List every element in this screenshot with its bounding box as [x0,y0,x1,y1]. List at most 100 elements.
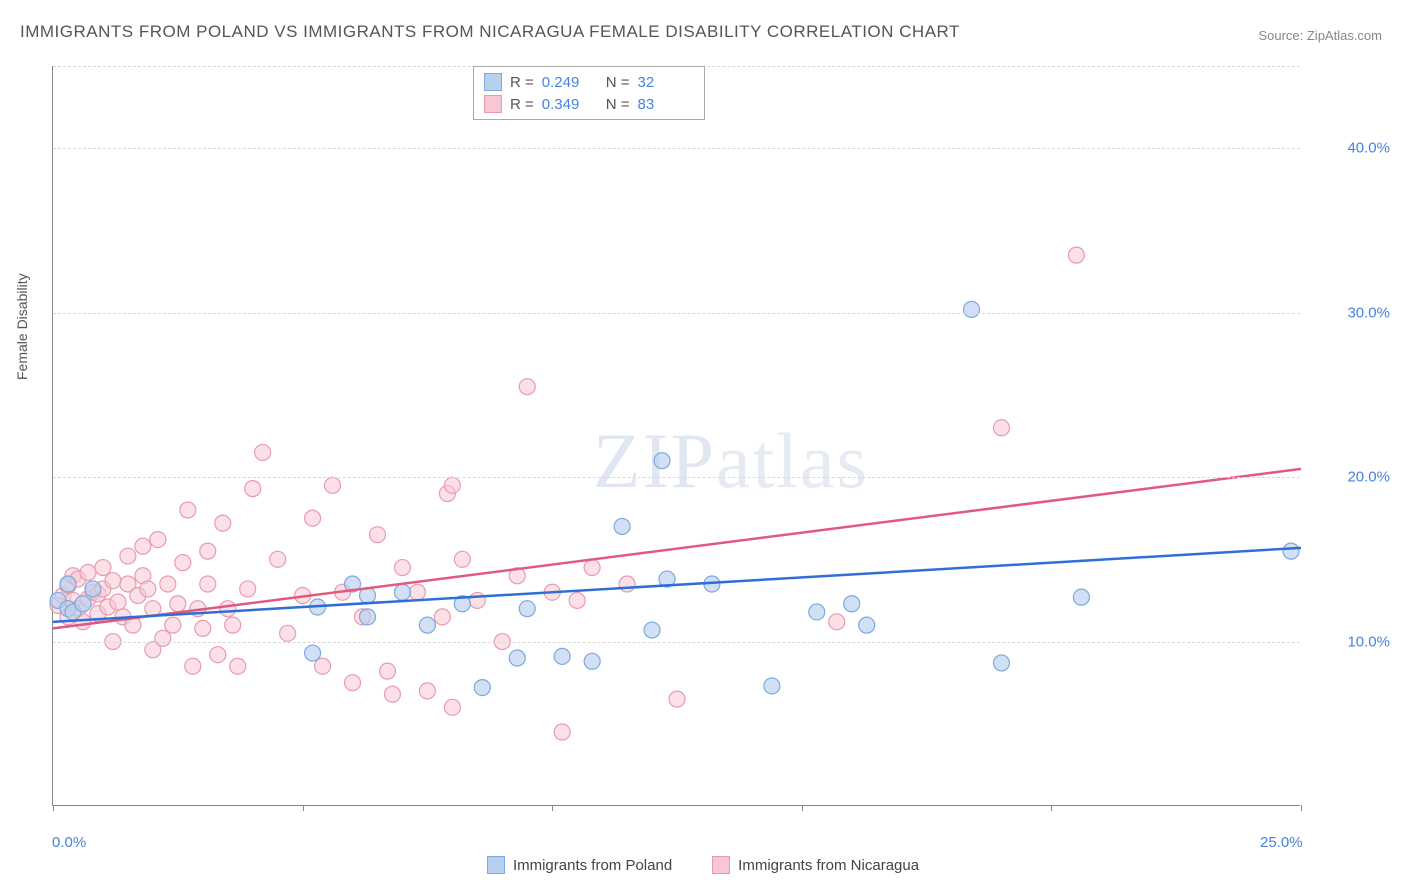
scatter-point-poland [844,596,860,612]
scatter-point-nicaragua [619,576,635,592]
scatter-point-nicaragua [829,614,845,630]
scatter-point-nicaragua [160,576,176,592]
scatter-point-nicaragua [110,594,126,610]
scatter-point-nicaragua [175,555,191,571]
scatter-point-nicaragua [200,543,216,559]
scatter-point-nicaragua [444,699,460,715]
scatter-point-nicaragua [225,617,241,633]
scatter-point-nicaragua [135,538,151,554]
scatter-point-nicaragua [165,617,181,633]
scatter-point-poland [1073,589,1089,605]
scatter-point-nicaragua [255,444,271,460]
scatter-point-nicaragua [80,564,96,580]
scatter-point-nicaragua [140,581,156,597]
scatter-point-nicaragua [155,630,171,646]
scatter-point-nicaragua [1068,247,1084,263]
scatter-point-poland [993,655,1009,671]
scatter-point-nicaragua [315,658,331,674]
scatter-point-poland [305,645,321,661]
gridline [53,477,1300,478]
scatter-point-poland [509,650,525,666]
scatter-point-nicaragua [584,560,600,576]
scatter-point-nicaragua [200,576,216,592]
scatter-point-poland [519,601,535,617]
scatter-point-nicaragua [554,724,570,740]
source-attribution: Source: ZipAtlas.com [1258,28,1382,43]
scatter-point-nicaragua [444,477,460,493]
legend-row-nicaragua: R = 0.349 N = 83 [484,93,694,115]
gridline [53,313,1300,314]
scatter-point-nicaragua [419,683,435,699]
scatter-point-poland [809,604,825,620]
legend-swatch-poland [484,73,502,91]
legend-item-nicaragua: Immigrants from Nicaragua [712,856,919,874]
scatter-point-poland [654,453,670,469]
gridline [53,642,1300,643]
y-tick-label: 20.0% [1347,469,1390,486]
x-tick-label: 0.0% [52,834,86,851]
chart-container: IMMIGRANTS FROM POLAND VS IMMIGRANTS FRO… [0,0,1406,892]
scatter-point-nicaragua [280,625,296,641]
scatter-point-nicaragua [240,581,256,597]
stat-r-label: R = [510,74,534,91]
x-tick-label: 25.0% [1260,834,1303,851]
scatter-point-nicaragua [369,527,385,543]
x-tick [53,805,54,811]
scatter-point-nicaragua [669,691,685,707]
scatter-point-poland [859,617,875,633]
scatter-point-poland [419,617,435,633]
x-tick [1301,805,1302,811]
scatter-point-nicaragua [220,601,236,617]
trend-line-nicaragua [53,469,1301,629]
correlation-legend: R = 0.249 N = 32 R = 0.349 N = 83 [473,66,705,120]
legend-swatch-poland [487,856,505,874]
source-prefix: Source: [1258,28,1306,43]
scatter-point-nicaragua [394,560,410,576]
scatter-svg [53,66,1300,805]
stat-n-label: N = [606,74,630,91]
scatter-point-nicaragua [409,584,425,600]
series-legend: Immigrants from Poland Immigrants from N… [0,856,1406,874]
scatter-point-poland [584,653,600,669]
x-tick [802,805,803,811]
scatter-point-nicaragua [245,481,261,497]
scatter-point-poland [474,680,490,696]
x-tick [552,805,553,811]
scatter-point-nicaragua [150,532,166,548]
stat-r-label: R = [510,96,534,113]
scatter-point-nicaragua [95,560,111,576]
scatter-point-nicaragua [519,379,535,395]
scatter-point-poland [394,584,410,600]
scatter-point-poland [764,678,780,694]
scatter-point-nicaragua [384,686,400,702]
legend-swatch-nicaragua [712,856,730,874]
legend-row-poland: R = 0.249 N = 32 [484,71,694,93]
scatter-point-poland [60,576,76,592]
legend-label-poland: Immigrants from Poland [513,857,672,874]
scatter-point-nicaragua [230,658,246,674]
stat-n-nicaragua: 83 [638,96,694,113]
chart-title: IMMIGRANTS FROM POLAND VS IMMIGRANTS FRO… [20,22,960,42]
stat-n-poland: 32 [638,74,694,91]
scatter-point-nicaragua [469,592,485,608]
scatter-point-nicaragua [270,551,286,567]
scatter-point-poland [359,609,375,625]
stat-r-poland: 0.249 [542,74,598,91]
scatter-point-poland [644,622,660,638]
scatter-point-poland [1283,543,1299,559]
scatter-point-poland [964,301,980,317]
legend-item-poland: Immigrants from Poland [487,856,672,874]
stat-r-nicaragua: 0.349 [542,96,598,113]
legend-label-nicaragua: Immigrants from Nicaragua [738,857,919,874]
scatter-point-poland [614,518,630,534]
scatter-point-poland [554,648,570,664]
scatter-point-poland [75,596,91,612]
scatter-point-nicaragua [170,596,186,612]
scatter-point-nicaragua [434,609,450,625]
scatter-point-nicaragua [120,548,136,564]
scatter-point-poland [85,581,101,597]
gridline [53,148,1300,149]
source-name: ZipAtlas.com [1307,28,1382,43]
plot-area: ZIPatlas R = 0.249 N = 32 R = 0.349 N = … [52,66,1300,806]
scatter-point-nicaragua [210,647,226,663]
